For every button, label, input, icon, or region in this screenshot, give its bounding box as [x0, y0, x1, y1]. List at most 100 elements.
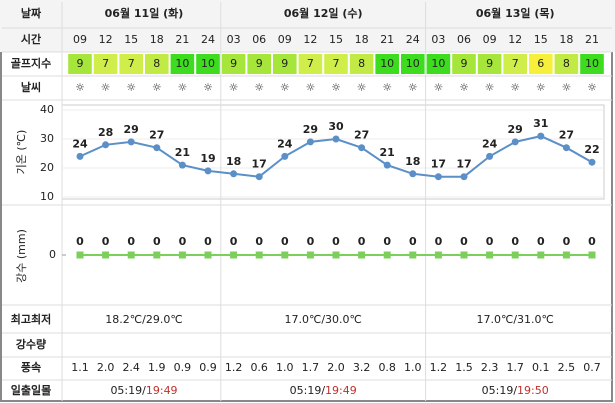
golf-cell: [68, 54, 92, 74]
golf-cell: [298, 54, 323, 74]
y-axis-title: 기온 (℃): [15, 130, 28, 175]
y-tick-label: 0: [49, 248, 56, 261]
time-label: 15: [124, 33, 138, 46]
min-max: 17.0℃/31.0℃: [476, 313, 553, 326]
time-label: 15: [534, 33, 548, 46]
rain-point: [306, 251, 314, 259]
temp-point: [178, 161, 186, 169]
sun-sep: /: [142, 384, 146, 397]
y-tick-label: 20: [40, 161, 54, 174]
golf-cell: [170, 54, 195, 74]
sunrise: 05:19: [482, 384, 514, 397]
rain-point: [102, 251, 110, 259]
row-label: 날씨: [21, 80, 41, 94]
rain-label: 0: [563, 235, 571, 248]
y-axis-title: 강수 (mm): [15, 229, 28, 283]
temp-point: [255, 173, 263, 181]
rain-point: [230, 251, 238, 259]
temp-label: 30: [328, 120, 344, 133]
golf-cell: [580, 54, 604, 74]
temp-point: [306, 138, 314, 146]
temp-point: [562, 144, 570, 152]
sunset: 19:50: [517, 384, 549, 397]
temp-label: 24: [72, 137, 88, 150]
rain-label: 0: [153, 235, 161, 248]
sunset: 19:49: [325, 384, 357, 397]
rain-point: [281, 251, 289, 259]
rain-label: 0: [537, 235, 545, 248]
golf-index: 10: [201, 57, 215, 70]
weather-icon: ☼: [357, 81, 367, 94]
temp-point: [281, 152, 289, 160]
rain-label: 0: [588, 235, 596, 248]
golf-index: 9: [256, 57, 263, 70]
golf-cell: [349, 54, 374, 74]
time-label: 21: [380, 33, 394, 46]
temp-label: 17: [252, 158, 267, 171]
rain-point: [76, 251, 84, 259]
wind-speed: 3.2: [353, 361, 371, 374]
golf-cell: [529, 54, 553, 74]
header-bg: [0, 0, 615, 52]
temp-point: [409, 170, 417, 178]
weather-icon: ☼: [382, 81, 392, 94]
rain-point: [562, 251, 570, 259]
temp-point: [537, 132, 545, 140]
rain-label: 0: [76, 235, 84, 248]
wind-speed: 2.5: [558, 361, 576, 374]
temp-label: 21: [175, 146, 190, 159]
time-label: 21: [585, 33, 599, 46]
golf-cell: [145, 54, 169, 74]
time-label: 18: [355, 33, 369, 46]
time-label: 03: [431, 33, 445, 46]
wind-speed: 2.0: [97, 361, 115, 374]
wind-speed: 0.6: [250, 361, 268, 374]
temp-label: 28: [98, 126, 113, 139]
row-label: 골프지수: [11, 56, 51, 70]
golf-index: 7: [307, 57, 314, 70]
weather-icon: ☼: [510, 81, 520, 94]
golf-cell: [426, 54, 451, 74]
weather-icon: ☼: [254, 81, 264, 94]
rain-label: 0: [230, 235, 238, 248]
weather-icon: ☼: [408, 81, 418, 94]
weather-icon: ☼: [152, 81, 162, 94]
wind-speed: 1.7: [506, 361, 524, 374]
weather-icon: ☼: [485, 81, 495, 94]
sunrise: 05:19: [110, 384, 142, 397]
time-label: 12: [508, 33, 522, 46]
golf-cell: [273, 54, 297, 74]
time-label: 18: [559, 33, 573, 46]
temp-label: 24: [482, 137, 498, 150]
golf-cell: [247, 54, 271, 74]
golf-cell: [503, 54, 527, 74]
wind-speed: 0.8: [378, 361, 396, 374]
golf-cell: [93, 54, 118, 74]
golf-index: 9: [486, 57, 493, 70]
time-label: 24: [201, 33, 215, 46]
temp-point: [383, 161, 391, 169]
time-label: 15: [329, 33, 343, 46]
temp-point: [204, 167, 212, 175]
weather-icon: ☼: [433, 81, 443, 94]
temp-point: [486, 152, 494, 160]
temp-point: [102, 141, 110, 149]
time-label: 09: [278, 33, 292, 46]
min-max: 17.0℃/30.0℃: [284, 313, 361, 326]
rain-label: 0: [179, 235, 187, 248]
weather-icon: ☼: [459, 81, 469, 94]
row-label: 시간: [21, 32, 41, 46]
day-date: 06월 13일 (목): [476, 6, 555, 20]
golf-index: 9: [77, 57, 84, 70]
weather-icon: ☼: [305, 81, 315, 94]
temp-label: 21: [380, 146, 395, 159]
temp-point: [76, 152, 84, 160]
weather-icon: ☼: [331, 81, 341, 94]
weather-icon: ☼: [101, 81, 111, 94]
rain-label: 0: [281, 235, 289, 248]
rain-point: [409, 251, 417, 259]
weather-icon: ☼: [75, 81, 85, 94]
wind-speed: 1.0: [404, 361, 422, 374]
time-label: 09: [73, 33, 87, 46]
golf-cell: [221, 54, 246, 74]
